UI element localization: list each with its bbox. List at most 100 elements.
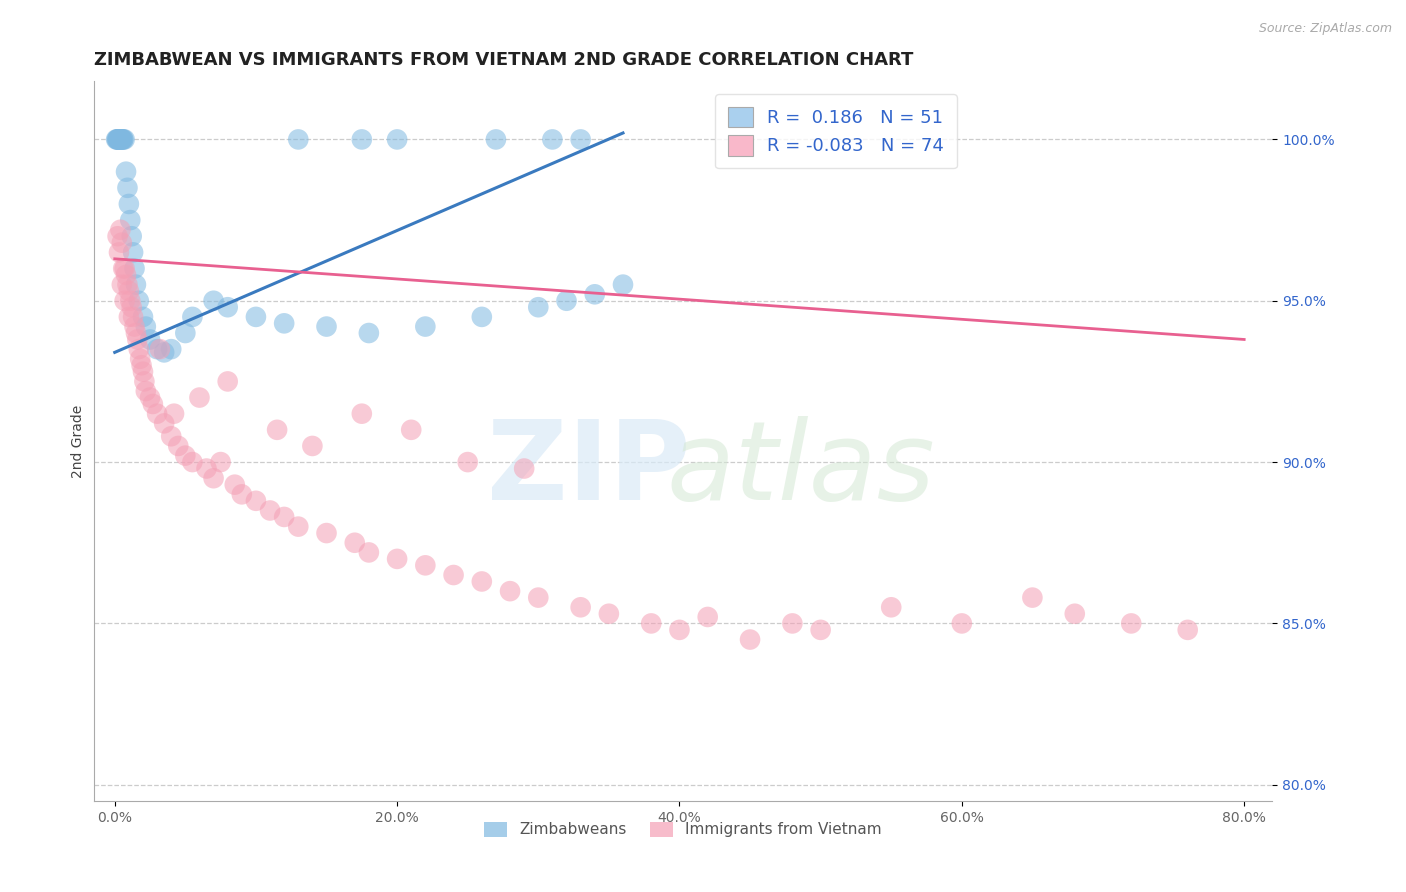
Point (135, 319, 157, 334)
Point (112, 261, 135, 276)
Point (471, 574, 494, 589)
Point (1021, 591, 1043, 605)
Point (181, 310, 204, 324)
Point (108, 132, 131, 146)
Point (266, 423, 288, 437)
Point (399, 423, 422, 437)
Point (287, 519, 309, 533)
Point (135, 384, 157, 398)
Point (139, 333, 162, 347)
Point (202, 293, 225, 308)
Point (153, 417, 176, 431)
Point (1121, 616, 1143, 631)
Point (583, 287, 606, 301)
Point (110, 132, 132, 146)
Point (1063, 607, 1085, 621)
Text: ZIP: ZIP (486, 417, 690, 524)
Point (499, 584, 522, 599)
Point (107, 229, 129, 244)
Point (457, 455, 479, 469)
Point (385, 132, 408, 146)
Point (415, 558, 437, 573)
Point (111, 132, 134, 146)
Legend: Zimbabweans, Immigrants from Vietnam: Zimbabweans, Immigrants from Vietnam (478, 815, 887, 844)
Point (181, 455, 204, 469)
Point (125, 277, 148, 292)
Point (273, 510, 295, 524)
Point (153, 345, 176, 359)
Point (357, 326, 380, 340)
Point (245, 493, 267, 508)
Point (880, 600, 903, 615)
Point (142, 397, 165, 411)
Point (146, 407, 169, 421)
Point (105, 132, 128, 146)
Point (555, 293, 578, 308)
Point (110, 132, 132, 146)
Point (160, 429, 183, 443)
Point (122, 310, 145, 324)
Point (485, 132, 508, 146)
Point (245, 310, 267, 324)
Point (114, 261, 136, 276)
Point (195, 461, 218, 475)
Point (174, 449, 197, 463)
Point (112, 132, 135, 146)
Point (202, 471, 225, 485)
Point (114, 132, 136, 146)
Point (950, 616, 973, 631)
Point (810, 623, 832, 637)
Point (231, 487, 253, 501)
Point (132, 310, 155, 324)
Point (598, 607, 620, 621)
Text: Source: ZipAtlas.com: Source: ZipAtlas.com (1258, 22, 1392, 36)
Point (640, 616, 662, 631)
Point (120, 293, 142, 308)
Point (124, 319, 146, 334)
Point (315, 526, 337, 541)
Point (110, 223, 132, 237)
Point (471, 310, 494, 324)
Point (108, 245, 131, 260)
Point (132, 365, 155, 379)
Point (111, 132, 134, 146)
Point (738, 632, 761, 647)
Point (217, 300, 239, 314)
Point (146, 342, 169, 356)
Point (149, 342, 172, 356)
Point (541, 132, 564, 146)
Point (107, 132, 129, 146)
Point (127, 333, 149, 347)
Point (108, 132, 131, 146)
Point (167, 439, 190, 453)
Point (114, 293, 136, 308)
Point (569, 132, 592, 146)
Point (128, 342, 150, 356)
Point (120, 213, 142, 227)
Point (125, 326, 148, 340)
Point (131, 359, 153, 373)
Point (124, 261, 146, 276)
Point (115, 268, 138, 282)
Point (115, 164, 138, 178)
Text: ZIMBABWEAN VS IMMIGRANTS FROM VIETNAM 2ND GRADE CORRELATION CHART: ZIMBABWEAN VS IMMIGRANTS FROM VIETNAM 2N… (94, 51, 912, 69)
Point (117, 277, 139, 292)
Point (343, 535, 366, 549)
Point (527, 300, 550, 314)
Point (357, 545, 380, 559)
Point (315, 319, 337, 334)
Point (273, 316, 295, 330)
Point (350, 407, 373, 421)
Point (117, 181, 139, 195)
Point (1177, 623, 1199, 637)
Point (443, 568, 465, 582)
Point (105, 132, 128, 146)
Point (782, 616, 804, 631)
Point (118, 310, 141, 324)
Point (111, 277, 134, 292)
Point (112, 132, 135, 146)
Point (612, 277, 634, 292)
Point (301, 439, 323, 453)
Point (107, 132, 129, 146)
Point (108, 132, 131, 146)
